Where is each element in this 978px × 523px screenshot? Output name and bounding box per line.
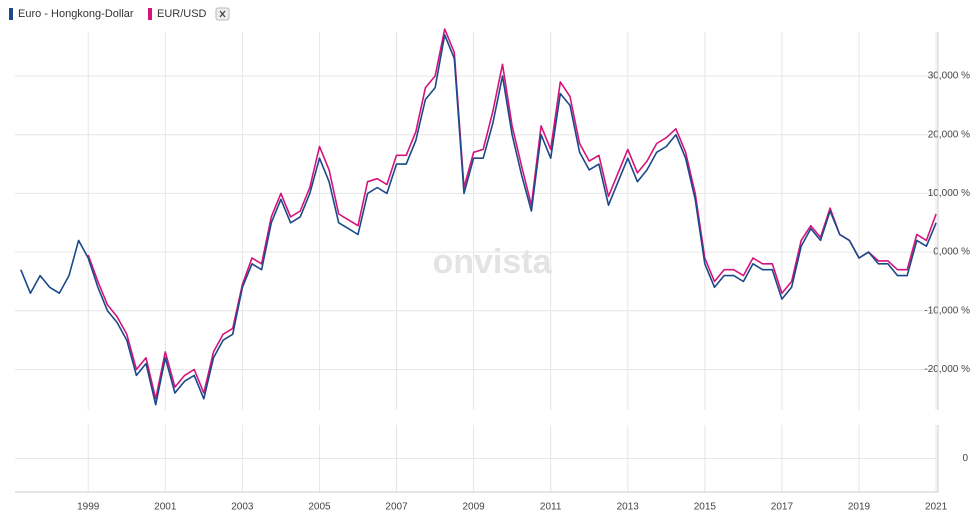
y-tick-label: 10,000 % xyxy=(928,188,970,199)
close-button[interactable] xyxy=(215,7,230,21)
y-tick-label: -10,000 % xyxy=(924,305,970,316)
x-tick-label: 2015 xyxy=(694,502,717,513)
line-series xyxy=(20,34,937,406)
y-tick-label: 0 xyxy=(962,453,968,464)
x-tick-label: 2005 xyxy=(308,502,331,513)
legend-swatch xyxy=(148,8,152,20)
y-tick-label: 20,000 % xyxy=(928,129,970,140)
x-tick-label: 2019 xyxy=(848,502,871,513)
x-tick-label: 2009 xyxy=(462,502,485,513)
y-tick-label: 30,000 % xyxy=(928,71,970,82)
legend-label: Euro - Hongkong-Dollar xyxy=(18,8,134,20)
legend-swatch xyxy=(9,8,13,20)
line-series xyxy=(87,28,937,400)
y-tick-label: -20,000 % xyxy=(924,364,970,375)
x-tick-label: 2017 xyxy=(771,502,794,513)
x-tick-label: 2007 xyxy=(385,502,408,513)
x-tick-label: 2003 xyxy=(231,502,254,513)
x-tick-label: 1999 xyxy=(77,502,100,513)
x-tick-label: 2013 xyxy=(617,502,640,513)
watermark: onvista xyxy=(432,243,552,281)
legend-label: EUR/USD xyxy=(157,8,207,20)
plot: 1999 2001 2003 2005 2007 2009 2011 2013 2015 2017… xyxy=(15,28,970,513)
x-tick-label: 2001 xyxy=(154,502,177,513)
x-tick-label: 2011 xyxy=(540,502,562,513)
x-tick-label: 2021 xyxy=(925,502,948,513)
y-tick-label: 0,000 % xyxy=(933,247,970,258)
